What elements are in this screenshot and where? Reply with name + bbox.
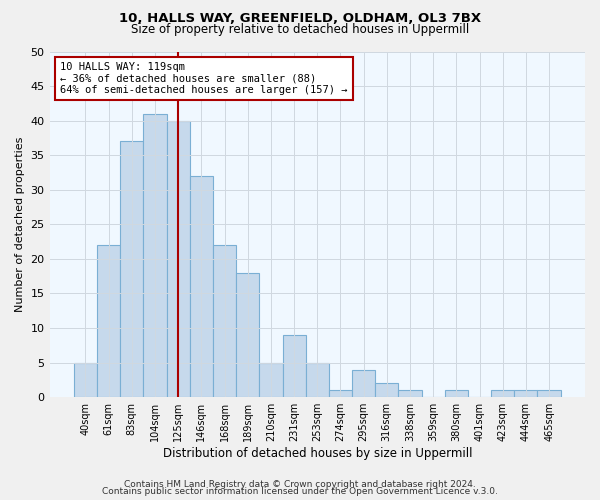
Bar <box>259 362 283 397</box>
Bar <box>491 390 514 397</box>
Text: Size of property relative to detached houses in Uppermill: Size of property relative to detached ho… <box>131 22 469 36</box>
Bar <box>514 390 538 397</box>
Text: 10, HALLS WAY, GREENFIELD, OLDHAM, OL3 7BX: 10, HALLS WAY, GREENFIELD, OLDHAM, OL3 7… <box>119 12 481 26</box>
Text: 10 HALLS WAY: 119sqm
← 36% of detached houses are smaller (88)
64% of semi-detac: 10 HALLS WAY: 119sqm ← 36% of detached h… <box>60 62 348 95</box>
Bar <box>329 390 352 397</box>
Bar <box>398 390 422 397</box>
Bar <box>74 362 97 397</box>
X-axis label: Distribution of detached houses by size in Uppermill: Distribution of detached houses by size … <box>163 447 472 460</box>
Bar <box>445 390 468 397</box>
Text: Contains public sector information licensed under the Open Government Licence v.: Contains public sector information licen… <box>102 487 498 496</box>
Bar <box>236 273 259 397</box>
Bar <box>538 390 560 397</box>
Bar <box>375 384 398 397</box>
Bar <box>213 245 236 397</box>
Bar <box>167 120 190 397</box>
Bar <box>283 335 305 397</box>
Bar <box>305 362 329 397</box>
Bar <box>352 370 375 397</box>
Bar <box>120 142 143 397</box>
Bar <box>190 176 213 397</box>
Text: Contains HM Land Registry data © Crown copyright and database right 2024.: Contains HM Land Registry data © Crown c… <box>124 480 476 489</box>
Bar <box>143 114 167 397</box>
Bar <box>97 245 120 397</box>
Y-axis label: Number of detached properties: Number of detached properties <box>15 136 25 312</box>
